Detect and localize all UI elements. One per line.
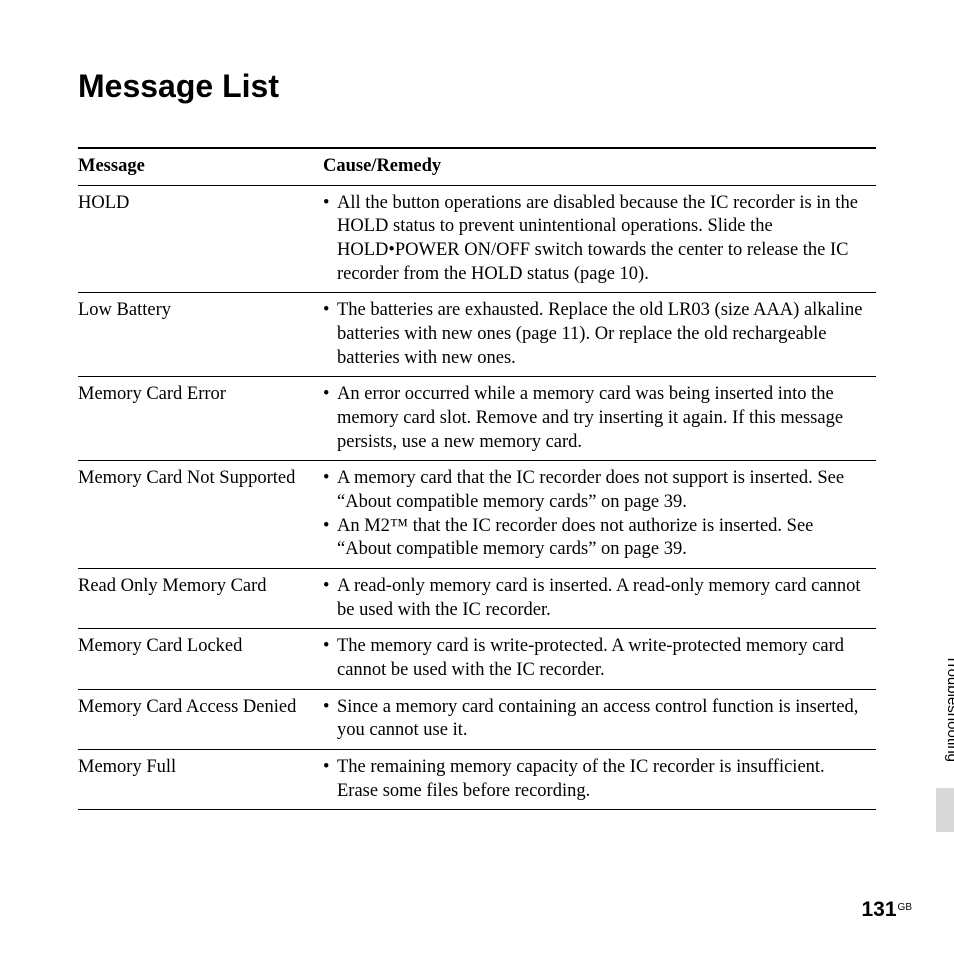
- table-row: Memory Card Not SupportedA memory card t…: [78, 461, 876, 569]
- table-row: Read Only Memory CardA read-only memory …: [78, 569, 876, 629]
- column-header-remedy: Cause/Remedy: [323, 148, 876, 185]
- table-row: Memory Card Access DeniedSince a memory …: [78, 689, 876, 749]
- remedy-list: A memory card that the IC recorder does …: [323, 467, 870, 562]
- message-cell: Memory Card Locked: [78, 629, 323, 689]
- remedy-cell: The batteries are exhausted. Replace the…: [323, 293, 876, 377]
- remedy-item: The remaining memory capacity of the IC …: [323, 756, 870, 803]
- table-body: HOLDAll the button operations are disabl…: [78, 185, 876, 810]
- remedy-list: Since a memory card containing an access…: [323, 696, 870, 743]
- page: Message List Message Cause/Remedy HOLDAl…: [0, 0, 954, 810]
- page-title: Message List: [78, 68, 876, 105]
- remedy-cell: The memory card is write-protected. A wr…: [323, 629, 876, 689]
- remedy-item: Since a memory card containing an access…: [323, 696, 870, 743]
- table-row: Memory Card LockedThe memory card is wri…: [78, 629, 876, 689]
- remedy-item: An error occurred while a memory card wa…: [323, 383, 870, 454]
- remedy-cell: The remaining memory capacity of the IC …: [323, 750, 876, 810]
- message-cell: Low Battery: [78, 293, 323, 377]
- remedy-cell: A read-only memory card is inserted. A r…: [323, 569, 876, 629]
- page-footer: 131GB: [862, 898, 913, 922]
- remedy-cell: A memory card that the IC recorder does …: [323, 461, 876, 569]
- page-suffix: GB: [898, 902, 912, 913]
- table-row: Memory FullThe remaining memory capacity…: [78, 750, 876, 810]
- message-table: Message Cause/Remedy HOLDAll the button …: [78, 147, 876, 810]
- message-cell: Memory Card Access Denied: [78, 689, 323, 749]
- table-row: Memory Card ErrorAn error occurred while…: [78, 377, 876, 461]
- remedy-item: All the button operations are disabled b…: [323, 192, 870, 287]
- thumb-index-marker: [936, 788, 954, 832]
- message-cell: HOLD: [78, 185, 323, 293]
- message-cell: Memory Card Not Supported: [78, 461, 323, 569]
- remedy-list: A read-only memory card is inserted. A r…: [323, 575, 870, 622]
- table-row: Low BatteryThe batteries are exhausted. …: [78, 293, 876, 377]
- side-tab: Troubleshooting: [932, 642, 954, 832]
- remedy-item: A read-only memory card is inserted. A r…: [323, 575, 870, 622]
- message-cell: Read Only Memory Card: [78, 569, 323, 629]
- remedy-list: All the button operations are disabled b…: [323, 192, 870, 287]
- section-label: Troubleshooting: [944, 655, 954, 762]
- remedy-item: An M2™ that the IC recorder does not aut…: [323, 515, 870, 562]
- column-header-message: Message: [78, 148, 323, 185]
- table-row: HOLDAll the button operations are disabl…: [78, 185, 876, 293]
- remedy-cell: All the button operations are disabled b…: [323, 185, 876, 293]
- remedy-cell: Since a memory card containing an access…: [323, 689, 876, 749]
- page-number: 131: [862, 898, 897, 921]
- remedy-list: An error occurred while a memory card wa…: [323, 383, 870, 454]
- message-cell: Memory Card Error: [78, 377, 323, 461]
- remedy-item: A memory card that the IC recorder does …: [323, 467, 870, 514]
- table-header-row: Message Cause/Remedy: [78, 148, 876, 185]
- remedy-item: The batteries are exhausted. Replace the…: [323, 299, 870, 370]
- remedy-cell: An error occurred while a memory card wa…: [323, 377, 876, 461]
- remedy-list: The batteries are exhausted. Replace the…: [323, 299, 870, 370]
- message-cell: Memory Full: [78, 750, 323, 810]
- remedy-list: The remaining memory capacity of the IC …: [323, 756, 870, 803]
- remedy-list: The memory card is write-protected. A wr…: [323, 635, 870, 682]
- remedy-item: The memory card is write-protected. A wr…: [323, 635, 870, 682]
